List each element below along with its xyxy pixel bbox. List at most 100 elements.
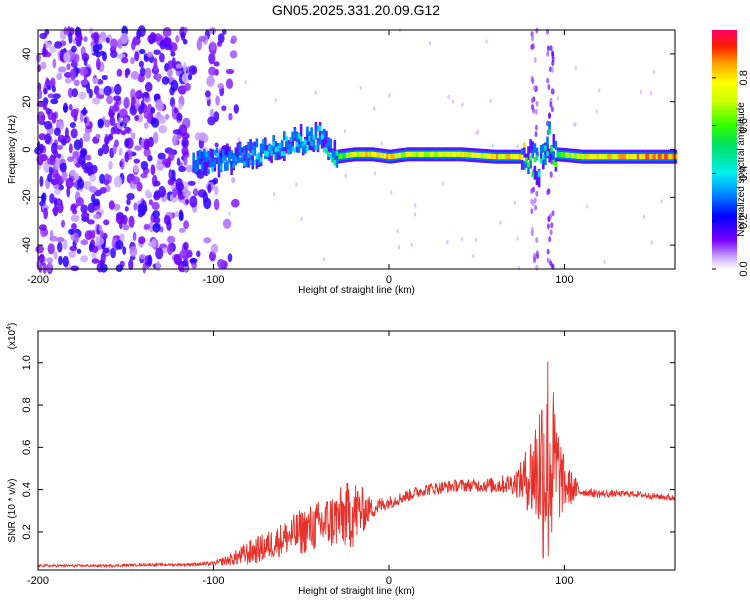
track-cell — [312, 138, 316, 148]
noise-speck — [574, 65, 577, 71]
noise-speck — [69, 245, 78, 252]
track-cell — [272, 135, 275, 144]
noise-speck — [231, 177, 236, 184]
noise-speck — [178, 103, 183, 110]
track-cell — [647, 154, 650, 160]
track-cell — [636, 154, 640, 160]
track-cell — [573, 153, 577, 159]
track-cell — [537, 173, 541, 188]
track-cell — [270, 150, 273, 157]
disturbance-speck — [532, 84, 536, 91]
noise-speck — [51, 85, 56, 93]
track-cell — [200, 151, 204, 157]
noise-speck — [196, 38, 202, 51]
track-cell — [325, 147, 328, 154]
noise-speck — [53, 251, 58, 260]
noise-speck — [111, 105, 120, 112]
noise-speck — [49, 235, 58, 242]
track-cell — [230, 150, 233, 160]
noise-speck — [151, 118, 160, 128]
noise-speck — [119, 160, 123, 167]
track-cell — [276, 145, 280, 151]
noise-speck — [45, 108, 51, 115]
noise-speck — [214, 185, 219, 196]
noise-speck — [99, 187, 107, 194]
track-cell — [245, 145, 248, 160]
noise-speck — [120, 32, 129, 45]
noise-speck — [131, 96, 136, 106]
noise-speck — [63, 51, 71, 63]
track-cell — [542, 155, 545, 170]
track-cell — [264, 137, 267, 152]
noise-speck — [225, 78, 234, 89]
track-cell — [203, 161, 206, 175]
snr-y-tick-label: 0.6 — [21, 440, 33, 455]
noise-speck — [181, 146, 189, 156]
noise-speck — [214, 142, 219, 148]
noise-speck — [69, 122, 76, 128]
noise-speck — [50, 77, 56, 88]
noise-speck — [71, 45, 77, 53]
noise-speck — [89, 174, 96, 182]
noise-speck — [157, 152, 166, 160]
track-cell — [638, 154, 642, 160]
noise-speck — [228, 112, 233, 121]
noise-speck — [70, 203, 78, 210]
noise-speck — [138, 60, 144, 68]
track-cell — [424, 151, 427, 157]
track-cell — [546, 151, 549, 157]
track-cell — [217, 163, 221, 178]
noise-speck — [187, 180, 196, 186]
noise-speck — [76, 197, 84, 207]
noise-speck — [196, 169, 205, 179]
disturbance-speck — [533, 56, 537, 63]
track-cell — [316, 141, 320, 150]
track-cell — [280, 140, 284, 150]
track-cell — [478, 153, 482, 159]
track-cell — [293, 128, 297, 138]
noise-speck — [388, 92, 391, 98]
noise-speck — [68, 228, 75, 235]
noise-speck — [451, 99, 455, 104]
track-cell — [552, 151, 556, 161]
track-cell — [489, 153, 492, 159]
track-cell — [502, 154, 505, 160]
track-cell — [339, 153, 343, 159]
track-cell — [226, 160, 229, 166]
noise-speck — [446, 239, 449, 245]
noise-speck — [447, 95, 450, 100]
noise-speck — [130, 57, 135, 65]
noise-speck — [131, 132, 136, 140]
noise-speck — [109, 115, 116, 127]
disturbance-speck — [549, 101, 553, 108]
noise-speck — [72, 209, 78, 215]
noise-speck — [83, 116, 88, 124]
track-cell — [219, 165, 223, 171]
track-cell — [289, 143, 292, 153]
disturbance-speck — [550, 222, 554, 229]
spectrogram-x-tick-label: -100 — [202, 274, 224, 286]
track-cell — [596, 154, 600, 160]
noise-speck — [106, 95, 113, 105]
noise-speck — [184, 82, 191, 91]
noise-speckles — [34, 25, 663, 275]
snr-y-multiplier-base: (x10 — [7, 329, 18, 349]
noise-speck — [152, 223, 161, 233]
track-cell — [301, 143, 305, 153]
noise-speck — [216, 41, 223, 47]
noise-speck — [603, 259, 606, 265]
noise-speck — [80, 204, 88, 214]
track-cell — [533, 143, 537, 153]
track-cell — [341, 153, 345, 159]
noise-speck — [175, 178, 183, 188]
track-cell — [470, 152, 473, 158]
noise-speck — [119, 121, 124, 127]
track-cell — [542, 143, 545, 153]
noise-speck — [103, 85, 112, 96]
noise-speck — [113, 176, 123, 188]
snr-x-tick-label: -100 — [202, 575, 224, 587]
track-cell — [649, 154, 652, 160]
track-cell — [466, 152, 469, 158]
track-cell — [198, 151, 202, 157]
track-cell — [333, 139, 337, 154]
